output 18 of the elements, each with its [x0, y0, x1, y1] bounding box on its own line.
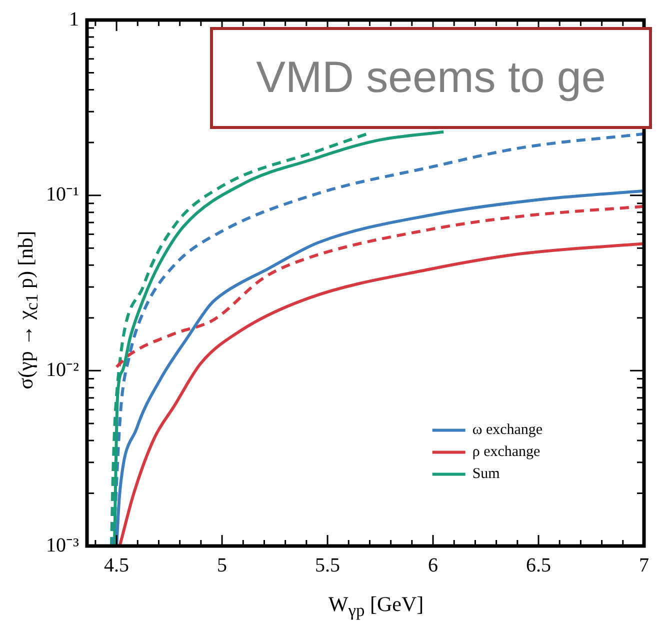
line-series: [118, 242, 644, 546]
y-tick-label: 10⁻³: [46, 534, 79, 556]
legend-label: ρ exchange: [472, 444, 541, 460]
y-tick-label: 1: [68, 8, 79, 30]
line-series: [112, 130, 446, 546]
x-tick-label: 5.5: [315, 554, 340, 576]
x-axis-title: W$_{γp}$ [GeV]: [328, 592, 424, 622]
text-box: VMD seems to ge: [210, 27, 652, 129]
legend-label: Sum: [472, 466, 500, 482]
x-tick-label: 6: [428, 554, 438, 576]
y-tick-label: 10⁻¹: [46, 184, 79, 206]
legend-label: ω exchange: [472, 422, 543, 438]
line-series: [115, 204, 644, 368]
x-tick-label: 5: [217, 554, 228, 576]
x-tick-label: 4.5: [104, 554, 130, 576]
x-tick-label: 6.5: [526, 554, 552, 576]
y-tick-label: 10⁻²: [46, 358, 79, 381]
x-tick-label: 7: [639, 554, 649, 576]
